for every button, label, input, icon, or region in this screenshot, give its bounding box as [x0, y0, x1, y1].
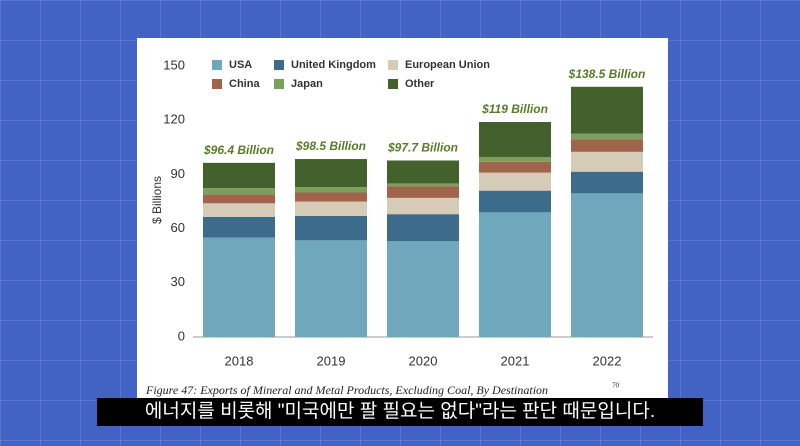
legend-label: China [229, 78, 260, 90]
bar-segment [387, 160, 459, 184]
x-tick-label: 2021 [501, 353, 530, 368]
bar-segment [387, 197, 459, 215]
legend-swatch [388, 79, 398, 89]
bar-segment [295, 240, 367, 337]
y-tick-label: 30 [171, 274, 185, 289]
total-label: $138.5 Billion [568, 67, 646, 81]
bar-segment [479, 157, 551, 162]
legend-swatch [212, 60, 222, 70]
bar-segment [387, 186, 459, 198]
y-tick-label: 120 [163, 112, 185, 127]
legend-label: USA [229, 59, 252, 71]
subtitle: 에너지를 비롯해 "미국에만 팔 필요는 없다"라는 판단 때문입니다. [145, 400, 655, 422]
legend-label: United Kingdom [291, 59, 376, 71]
legend-swatch [274, 79, 284, 89]
total-label: $98.5 Billion [295, 139, 366, 153]
bar-segment [479, 122, 551, 158]
bar-segment [295, 187, 367, 193]
legend-label: European Union [405, 59, 490, 71]
bar-segment [203, 216, 275, 238]
bar-segment [571, 133, 643, 140]
legend-label: Japan [291, 78, 323, 90]
bar-segment [479, 190, 551, 213]
bar-segment [295, 201, 367, 216]
y-axis-label: $ Billions [150, 176, 164, 224]
bar-segment [295, 215, 367, 241]
bar-segment [203, 194, 275, 204]
total-label: $119 Billion [481, 102, 548, 116]
y-tick-label: 150 [163, 57, 185, 72]
bar-segment [571, 139, 643, 152]
footnote: 70 [612, 382, 620, 390]
bar-segment [479, 212, 551, 337]
legend-swatch [212, 79, 222, 89]
x-tick-label: 2020 [409, 353, 438, 368]
bar-segment [203, 162, 275, 189]
bar-segment [387, 241, 459, 337]
legend-swatch [274, 60, 284, 70]
bar-segment [295, 192, 367, 202]
y-tick-label: 60 [171, 220, 185, 235]
bar-segment [387, 214, 459, 242]
legend-swatch [388, 60, 398, 70]
bar-segment [203, 203, 275, 217]
bar-segment [479, 161, 551, 173]
x-tick-label: 2019 [317, 353, 346, 368]
y-tick-label: 90 [171, 166, 185, 181]
total-label: $97.7 Billion [387, 141, 458, 155]
bar-segment [203, 188, 275, 195]
total-label: $96.4 Billion [203, 143, 274, 157]
bar-segment [571, 171, 643, 194]
bar-segment [571, 151, 643, 172]
bar-segment [203, 237, 275, 337]
bar-segment [387, 183, 459, 187]
x-tick-label: 2018 [225, 353, 254, 368]
bar-segment [479, 172, 551, 191]
x-tick-label: 2022 [593, 353, 622, 368]
bar-segment [295, 159, 367, 188]
bar-segment [571, 193, 643, 337]
bar-segment [571, 86, 643, 134]
legend-label: Other [405, 78, 435, 90]
subtitle-box [97, 398, 703, 426]
y-tick-label: 0 [178, 328, 185, 343]
caption: Figure 47: Exports of Mineral and Metal … [145, 383, 548, 397]
